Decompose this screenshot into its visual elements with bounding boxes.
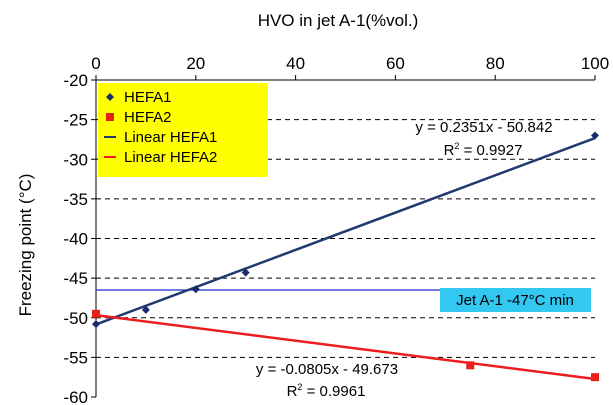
trendline-linear-hefa2: [95, 313, 596, 381]
annotations: y = 0.2351x - 50.842 R2 = 0.9927 y = -0.08…: [256, 119, 591, 400]
equation-hefa2: y = -0.0805x - 49.673: [256, 361, 398, 378]
equation-hefa1: y = 0.2351x - 50.842: [415, 119, 552, 136]
data-point-hefa1: [241, 268, 250, 277]
data-point-hefa1: [92, 320, 100, 329]
x-tick-label: 80: [486, 54, 505, 73]
y-tick-label: -20: [63, 71, 88, 90]
trendline-linear-hefa1: [95, 136, 596, 326]
y-tick-label: -40: [63, 230, 88, 249]
legend-label: Linear HEFA2: [124, 149, 217, 166]
y-tick-label: -45: [63, 269, 88, 288]
y-tick-label: -35: [63, 190, 88, 209]
jet-a1-label-box: [440, 288, 591, 312]
data-point-hefa2: [591, 373, 599, 382]
tick-labels: -20 -25 -30 -35 -40 -45 -50 -55 -60 0 20 40 60 80 100: [63, 54, 609, 405]
y-tick-label: -25: [63, 111, 88, 130]
y-tick-label: -55: [63, 348, 88, 367]
r-squared-hefa2: R2 = 0.9961: [287, 382, 366, 400]
x-tick-label: 20: [186, 54, 205, 73]
y-tick-label: -60: [63, 388, 88, 405]
x-tick-label: 60: [386, 54, 405, 73]
trendlines: [95, 136, 596, 381]
data-point-hefa2: [466, 361, 475, 370]
x-tick-label: 0: [91, 54, 100, 73]
legend-box: [98, 83, 268, 177]
legend-label: HEFA1: [124, 89, 172, 106]
legend-marker-symbol: [106, 113, 114, 121]
x-tick-label: 100: [581, 54, 609, 73]
data-point-hefa1: [591, 131, 599, 140]
x-axis-title: HVO in jet A-1(%vol.): [258, 11, 419, 30]
data-points: [92, 131, 599, 382]
legend: HEFA1 HEFA2 Linear HEFA1 Linear HEFA2: [98, 83, 268, 177]
data-point-hefa1: [141, 305, 150, 314]
legend-label: Linear HEFA1: [124, 129, 217, 146]
y-tick-label: -30: [63, 150, 88, 169]
r-squared-hefa1: R2 = 0.9927: [444, 141, 523, 159]
data-point-hefa1: [191, 285, 200, 294]
legend-label: HEFA2: [124, 109, 172, 126]
y-tick-label: -50: [63, 309, 88, 328]
jet-a1-label: Jet A-1 -47°C min: [456, 292, 574, 309]
x-tick-label: 40: [286, 54, 305, 73]
legend-marker-symbol: [106, 93, 114, 101]
data-point-hefa2: [92, 309, 100, 318]
y-axis-title: Freezing point (°C): [16, 174, 35, 317]
